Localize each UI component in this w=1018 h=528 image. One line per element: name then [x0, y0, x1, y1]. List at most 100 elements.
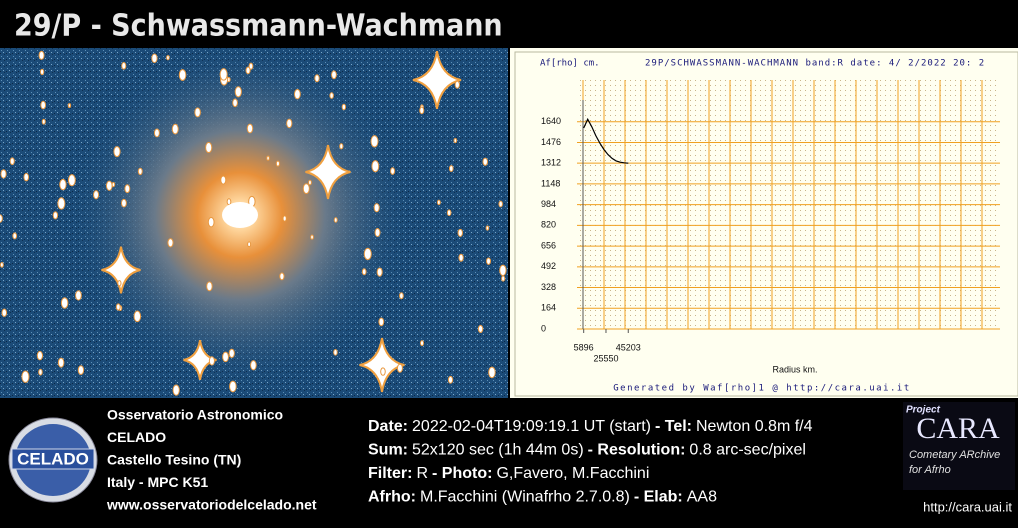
- star: [38, 368, 43, 376]
- chart-footer: Generated by Waf[rho]1 @ http://cara.uai…: [613, 384, 911, 394]
- logo-text: CELADO: [17, 449, 89, 468]
- info-value: G,Favero, M.Facchini: [496, 465, 649, 482]
- cara-name: CARA: [916, 412, 1000, 445]
- star: [380, 367, 386, 376]
- star: [113, 146, 121, 158]
- info-value: Newton 0.8m f/4: [696, 418, 813, 435]
- star: [419, 340, 425, 347]
- star: [485, 225, 490, 231]
- star: [310, 234, 314, 240]
- observatory-line: Castello Tesino (TN): [107, 452, 241, 468]
- star: [121, 198, 127, 208]
- info-line: Sum: 52x120 sec (1h 44m 0s) - Resolution: 0…: [368, 442, 806, 459]
- info-value: R: [416, 465, 428, 482]
- star: [0, 214, 3, 223]
- info-label: - Tel:: [655, 418, 692, 435]
- observation-info: Date: 2022-02-04T19:09:19.1 UT (start) - T…: [368, 418, 813, 506]
- star: [477, 324, 484, 333]
- star: [250, 360, 257, 371]
- star: [36, 350, 44, 361]
- info-line: Filter: R - Photo: G,Favero, M.Facchini: [368, 465, 649, 482]
- info-value: AA8: [687, 489, 717, 506]
- star: [246, 123, 254, 134]
- y-tick-label: 164: [541, 303, 556, 313]
- star: [9, 157, 15, 166]
- star: [371, 160, 380, 173]
- star: [374, 228, 381, 238]
- star: [40, 100, 47, 110]
- star: [178, 69, 187, 81]
- info-bar: [0, 398, 1018, 523]
- star: [373, 203, 380, 213]
- star: [207, 216, 215, 228]
- star: [183, 340, 217, 380]
- y-tick-label: 984: [541, 199, 556, 209]
- star: [67, 103, 72, 109]
- cara-url: http://cara.uai.it: [923, 499, 1012, 514]
- star: [305, 144, 351, 200]
- star: [482, 157, 488, 166]
- info-value: M.Facchini (Winafrho 2.7.0.8): [420, 489, 630, 506]
- star: [486, 257, 492, 265]
- cara-subtitle: for Afrho: [909, 464, 951, 476]
- star: [208, 356, 215, 366]
- observatory-line: www.osservatoriodelcelado.net: [106, 497, 317, 513]
- star: [226, 198, 232, 206]
- cara-project: Project: [906, 405, 941, 416]
- star: [0, 169, 7, 179]
- star: [279, 272, 285, 281]
- info-label: - Elab:: [634, 489, 683, 506]
- info-value: 0.8 arc-sec/pixel: [689, 442, 806, 459]
- star: [361, 268, 367, 276]
- star: [41, 118, 46, 125]
- info-line: Afrho: M.Facchini (Winafrho 2.7.0.8) - Ela…: [368, 489, 717, 506]
- y-tick-label: 492: [541, 261, 556, 271]
- celado-logo: CELADO: [8, 417, 98, 503]
- star: [228, 348, 235, 359]
- chart-title: 29P/SCHWASSMANN-WACHMANN band:R date: 4/…: [645, 59, 985, 69]
- x-tick-label: 5896: [574, 342, 594, 352]
- star: [232, 98, 238, 108]
- star: [447, 375, 454, 384]
- star: [23, 172, 30, 182]
- star: [245, 66, 251, 75]
- star: [101, 246, 141, 294]
- star: [39, 68, 45, 76]
- y-tick-label: 328: [541, 282, 556, 292]
- star: [286, 118, 293, 129]
- star: [454, 80, 460, 89]
- comet-photo: [0, 48, 508, 398]
- star: [501, 275, 506, 282]
- star: [293, 88, 301, 100]
- title: 29/P - Schwassmann-Wachmann: [14, 9, 503, 44]
- star: [137, 167, 143, 176]
- star: [333, 349, 338, 356]
- star: [206, 281, 213, 292]
- star: [75, 290, 82, 301]
- star: [333, 217, 338, 223]
- star: [359, 337, 405, 393]
- info-label: Sum:: [368, 442, 408, 459]
- star: [314, 74, 320, 83]
- chart-frame: [514, 51, 1018, 397]
- data-line: [583, 117, 629, 164]
- star: [171, 123, 179, 135]
- star: [0, 262, 4, 268]
- star: [115, 303, 121, 311]
- star: [266, 155, 270, 161]
- observatory-line: Italy - MPC K51: [107, 474, 208, 490]
- star: [499, 264, 507, 276]
- x-axis-label: Radius km.: [772, 364, 817, 374]
- star: [329, 92, 334, 99]
- star: [229, 380, 237, 393]
- star: [339, 143, 344, 150]
- star: [194, 107, 201, 118]
- star: [93, 190, 100, 200]
- info-value: 2022-02-04T19:09:19.1 UT (start): [412, 418, 651, 435]
- star: [446, 209, 452, 217]
- info-label: - Photo:: [432, 465, 492, 482]
- y-tick-label: 1312: [541, 158, 561, 168]
- star: [57, 197, 66, 210]
- star: [234, 86, 242, 98]
